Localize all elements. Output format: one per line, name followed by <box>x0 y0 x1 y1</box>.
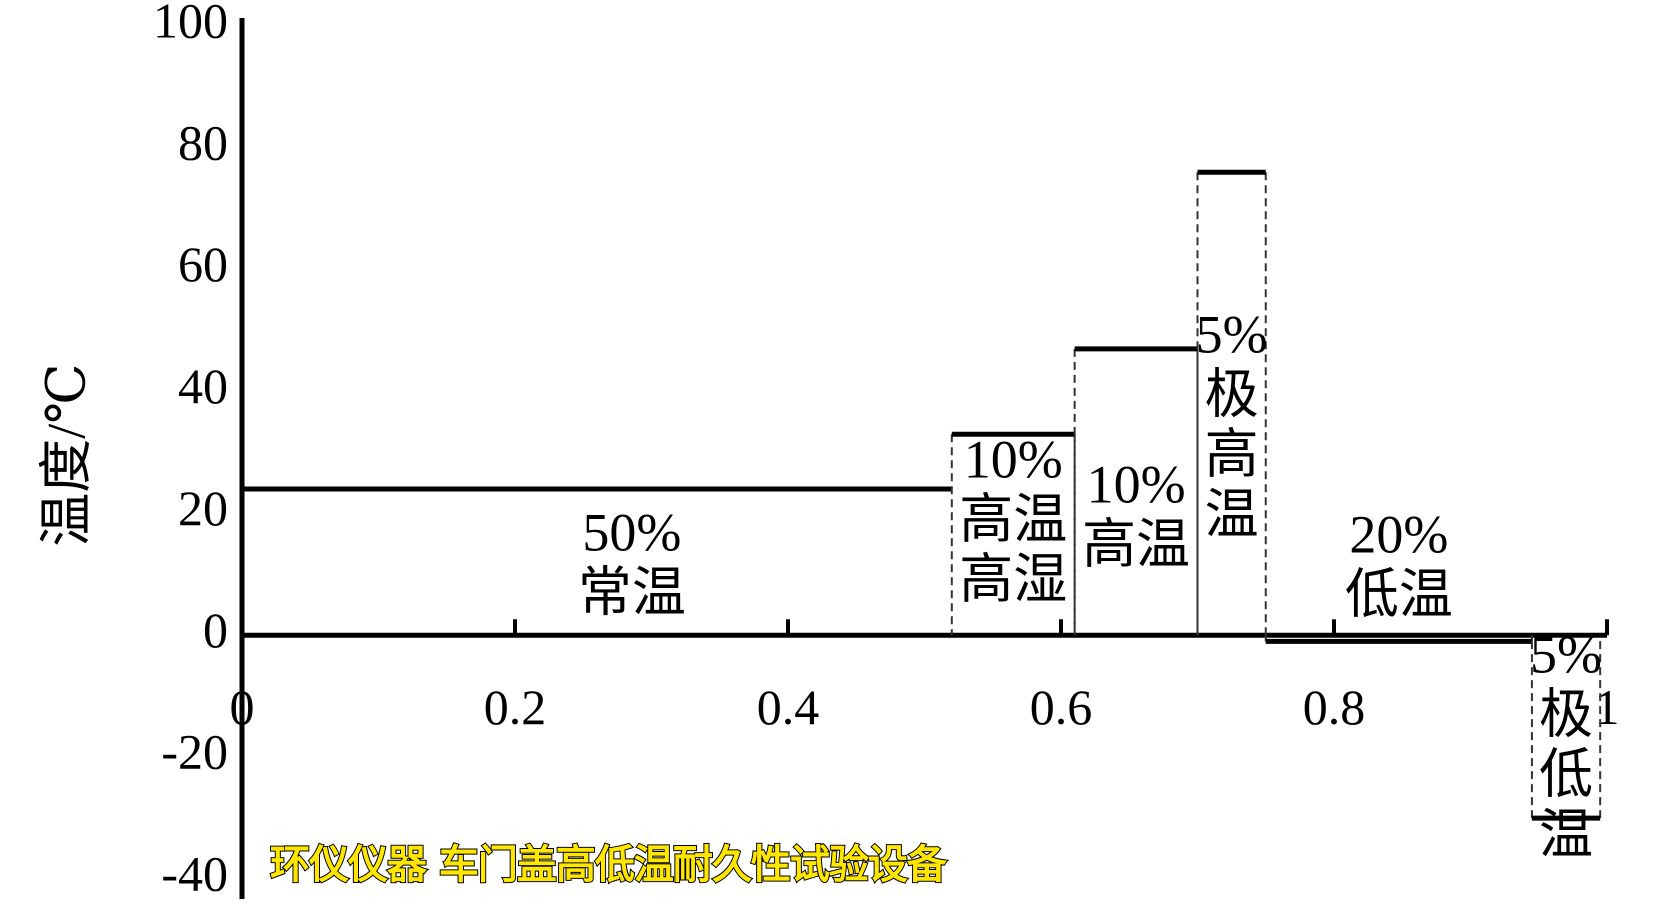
segment-label: 高温 <box>959 489 1067 549</box>
segment-label: 高湿 <box>959 549 1067 609</box>
x-tick-label: 0.2 <box>484 679 547 735</box>
segment-label: 极 <box>1205 364 1259 424</box>
segment-label: 高 <box>1205 424 1259 484</box>
y-tick-label: 100 <box>153 0 228 48</box>
y-axis-label: 温度/℃ <box>36 363 96 546</box>
segment-label: 低 <box>1539 744 1593 804</box>
y-tick-label: 0 <box>203 602 228 658</box>
segment-label: 5% <box>1196 304 1268 364</box>
y-tick-label: -40 <box>161 845 228 901</box>
segment-label: 高温 <box>1082 514 1190 574</box>
x-tick-label: 0 <box>230 679 255 735</box>
segment-label: 温 <box>1205 484 1259 544</box>
segment-label: 10% <box>1087 454 1186 514</box>
y-tick-label: 60 <box>178 236 228 292</box>
caption: 环仪仪器 车门盖高低温耐久性试验设备 <box>269 841 948 889</box>
segment-label: 50% <box>582 502 681 562</box>
segment-label: 温 <box>1539 804 1593 864</box>
y-tick-label: 40 <box>178 358 228 414</box>
y-tick-label: -20 <box>161 724 228 780</box>
x-tick-label: 0.4 <box>757 679 820 735</box>
x-tick-label: 0.6 <box>1030 679 1093 735</box>
y-tick-label: 20 <box>178 480 228 536</box>
segment-label: 20% <box>1349 504 1448 564</box>
segment-label: 10% <box>964 429 1063 489</box>
segment-label: 常温 <box>578 562 686 622</box>
x-tick-label: 1 <box>1595 679 1620 735</box>
x-tick-label: 0.8 <box>1303 679 1366 735</box>
segment-label: 低温 <box>1345 564 1453 624</box>
segment-label: 5% <box>1530 624 1602 684</box>
segment-label: 极 <box>1539 684 1593 744</box>
y-tick-label: 80 <box>178 114 228 170</box>
